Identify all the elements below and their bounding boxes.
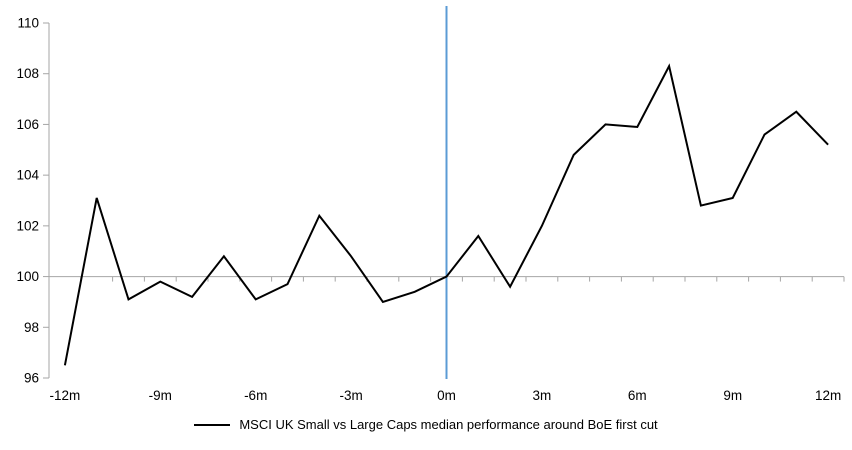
performance-line-chart: 110 108 106 104 102 100 98 96 -12m -9m -6m -3m 0m 3m 6…	[16, 6, 845, 403]
y-axis-tick-label: 102	[16, 218, 39, 233]
x-axis-tick-label: 0m	[437, 388, 456, 403]
y-axis-tick-label: 96	[24, 371, 39, 386]
series-line	[63, 63, 829, 366]
chart-legend: MSCI UK Small vs Large Caps median perfo…	[0, 417, 852, 432]
y-axis-tick-label: 106	[16, 117, 39, 132]
x-axis-tick-label: 9m	[723, 388, 742, 403]
x-axis-tick-label: 3m	[533, 388, 552, 403]
x-axis-tick-label: -9m	[149, 388, 172, 403]
x-axis-tick-label: 6m	[628, 388, 647, 403]
legend-line-swatch	[194, 423, 231, 426]
y-axis-tick-label: 104	[16, 168, 39, 183]
y-axis-tick-label: 110	[17, 16, 39, 31]
x-axis-tick-label: -6m	[244, 388, 267, 403]
y-axis-tick-label: 108	[16, 66, 39, 81]
y-axis-tick-label: 98	[24, 320, 39, 335]
y-axis-tick-label: 100	[16, 269, 39, 284]
legend-label: MSCI UK Small vs Large Caps median perfo…	[239, 417, 658, 432]
x-axis-tick-label: -12m	[50, 388, 81, 403]
x-axis-tick-label: 12m	[815, 388, 841, 403]
x-axis-tick-label: -3m	[339, 388, 362, 403]
